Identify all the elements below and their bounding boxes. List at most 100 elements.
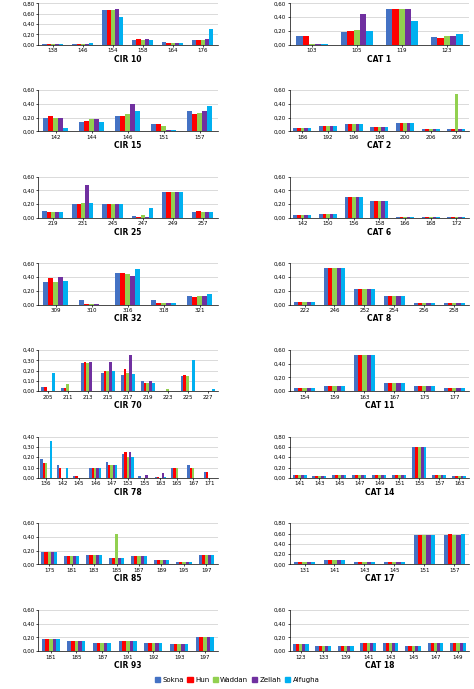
Bar [47,552,51,564]
Bar [378,475,381,478]
Bar [307,302,311,305]
Bar [433,216,436,218]
Bar [428,643,431,651]
Bar [40,460,43,478]
Bar [430,386,435,391]
Bar [456,303,461,305]
Bar [298,388,302,391]
X-axis label: CAT 18: CAT 18 [365,661,394,670]
Bar [359,197,363,218]
Bar [462,129,465,132]
Bar [407,123,410,132]
Bar [149,39,153,45]
Bar [171,43,175,45]
Bar [49,441,52,478]
Bar [298,302,302,305]
Bar [434,643,437,651]
Bar [460,643,463,651]
X-axis label: CIR 85: CIR 85 [114,575,142,584]
Bar [157,560,160,564]
Bar [187,466,190,478]
Bar [401,296,405,305]
Bar [302,388,307,391]
Bar [145,643,148,651]
Bar [371,562,375,564]
Bar [304,475,307,478]
Bar [348,197,352,218]
Bar [207,637,210,651]
Bar [341,560,345,564]
Bar [386,643,389,651]
Bar [70,556,73,564]
Bar [59,212,64,218]
Bar [145,216,149,218]
Bar [104,371,107,391]
Bar [307,388,311,391]
Bar [293,128,297,132]
Bar [176,562,179,564]
Bar [418,386,422,391]
Bar [370,127,374,132]
Bar [298,562,302,564]
Bar [366,643,370,651]
Bar [108,466,110,478]
Bar [378,200,381,218]
Bar [375,475,378,478]
Bar [418,535,422,564]
Bar [205,39,209,45]
Bar [324,268,328,305]
Bar [111,204,115,218]
Bar [58,277,64,305]
Bar [358,562,362,564]
Bar [99,555,102,564]
Bar [456,389,461,391]
Bar [201,212,205,218]
Bar [115,466,117,478]
Bar [429,216,433,218]
Bar [360,643,364,651]
Bar [392,383,396,391]
Bar [196,637,200,651]
Bar [192,360,195,391]
X-axis label: CAT 8: CAT 8 [367,314,392,323]
Bar [43,464,45,478]
Bar [51,552,54,564]
Bar [456,34,463,45]
Bar [360,14,366,45]
Bar [455,94,458,132]
Bar [395,475,398,478]
Bar [166,130,171,132]
Bar [366,562,371,564]
Bar [422,129,425,132]
Bar [64,556,67,564]
Bar [312,476,315,478]
Bar [378,127,381,132]
Bar [192,297,197,305]
Bar [203,637,207,651]
Bar [358,356,362,391]
Bar [179,43,183,45]
Bar [304,128,308,132]
Bar [463,643,466,651]
Bar [344,646,347,651]
Bar [125,114,130,132]
Bar [354,30,360,45]
Bar [332,475,335,478]
Bar [341,32,347,45]
Bar [208,555,211,564]
Bar [302,562,307,564]
Bar [149,381,152,391]
Bar [92,555,96,564]
Bar [164,477,166,478]
Bar [113,466,115,478]
Bar [398,475,401,478]
Bar [202,296,207,305]
Bar [318,476,321,478]
Bar [124,452,127,478]
Bar [386,9,392,45]
Bar [184,644,188,651]
Bar [200,637,203,651]
Bar [186,376,189,391]
Bar [341,268,345,305]
X-axis label: CIR 78: CIR 78 [114,488,142,497]
